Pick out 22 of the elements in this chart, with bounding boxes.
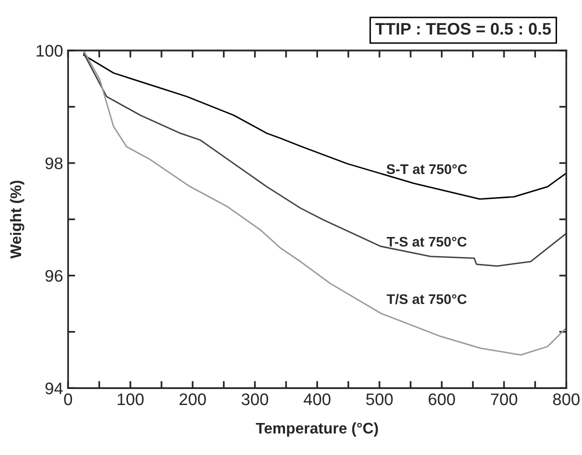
y-tick-label: 96 <box>45 270 62 282</box>
y-tick-label: 94 <box>45 382 63 394</box>
x-axis-title: Temperature (°C) <box>256 422 378 437</box>
line-series <box>82 52 566 267</box>
x-tick-label: 500 <box>366 393 393 406</box>
line-series <box>82 50 566 356</box>
annotation: T-S at 750°C <box>386 236 467 247</box>
x-tick-label: 600 <box>428 393 455 406</box>
x-tick-label: 300 <box>242 393 268 406</box>
text: TTIP : TEOS = 0.5 : 0.5 <box>375 22 551 35</box>
y-tick-label: 98 <box>45 157 63 170</box>
x-tick-label: 700 <box>490 393 518 406</box>
x-tick-label: 200 <box>180 393 206 406</box>
line-series <box>82 54 566 200</box>
y-axis-title: Weight (%) <box>10 180 24 259</box>
x-tick-label: 800 <box>553 393 580 406</box>
y-tick-label: 100 <box>36 44 63 57</box>
x-tick-label: 100 <box>118 393 144 406</box>
annotation: S-T at 750°C <box>386 164 468 174</box>
x-tick-label: 0 <box>64 393 72 406</box>
annotation: T/S at 750°C <box>386 294 467 304</box>
x-tick-label: 400 <box>304 393 330 406</box>
